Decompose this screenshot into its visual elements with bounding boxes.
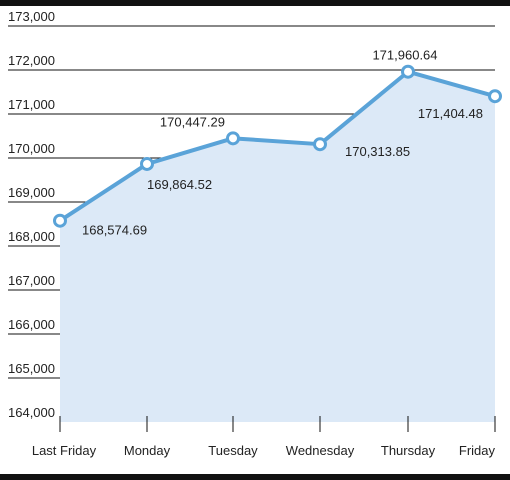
x-axis-ticks xyxy=(59,416,496,432)
y-tick-label: 171,000 xyxy=(8,97,55,112)
data-point xyxy=(401,64,415,79)
data-point xyxy=(488,89,502,104)
data-label: 168,574.69 xyxy=(82,223,147,238)
data-point xyxy=(53,213,67,228)
x-tick-label: Friday xyxy=(459,443,496,458)
data-point xyxy=(226,131,240,146)
area-fill xyxy=(60,71,495,422)
y-axis-tick-labels: 164,000 165,000 166,000 167,000 168,000 169,0… xyxy=(8,9,55,420)
x-tick-label: Thursday xyxy=(381,443,436,458)
y-tick-label: 165,000 xyxy=(8,361,55,376)
data-label: 171,960.64 xyxy=(372,48,437,63)
y-tick-label: 166,000 xyxy=(8,317,55,332)
y-tick-label: 168,000 xyxy=(8,229,55,244)
x-axis-tick-labels: Last Friday Monday Tuesday Wednesday Thursda… xyxy=(32,443,496,458)
y-tick-label: 167,000 xyxy=(8,273,55,288)
y-tick-label: 169,000 xyxy=(8,185,55,200)
data-points xyxy=(53,64,502,228)
bottom-rule xyxy=(0,474,510,480)
y-tick-label: 173,000 xyxy=(8,9,55,24)
data-label: 170,447.29 xyxy=(160,114,225,129)
data-labels: 168,574.69 169,864.52 170,447.29 170,313.85… xyxy=(82,48,483,238)
data-point xyxy=(140,156,154,171)
data-label: 169,864.52 xyxy=(147,177,212,192)
x-tick-label: Monday xyxy=(124,443,171,458)
data-label: 170,313.85 xyxy=(345,144,410,159)
data-point xyxy=(313,137,327,152)
y-tick-label: 164,000 xyxy=(8,405,55,420)
x-tick-label: Wednesday xyxy=(286,443,355,458)
y-tick-label: 172,000 xyxy=(8,53,55,68)
series-line xyxy=(58,69,496,223)
x-tick-label: Tuesday xyxy=(208,443,258,458)
top-rule xyxy=(0,0,510,6)
y-tick-label: 170,000 xyxy=(8,141,55,156)
data-label: 171,404.48 xyxy=(418,106,483,121)
x-tick-label: Last Friday xyxy=(32,443,97,458)
